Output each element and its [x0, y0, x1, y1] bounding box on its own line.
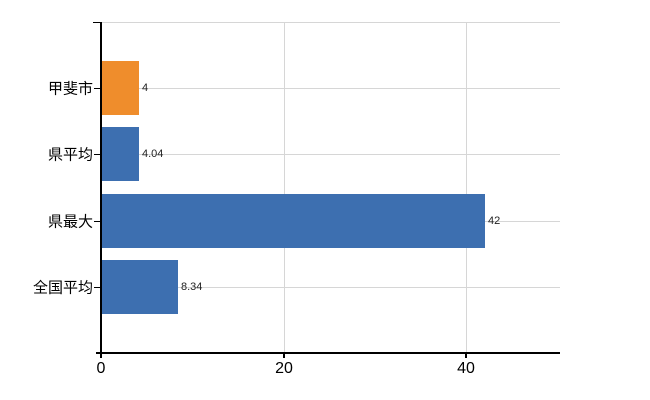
bar-value-label: 4.04 [142, 148, 164, 160]
bar-value-label: 42 [488, 215, 501, 227]
x-axis-tick [465, 353, 467, 358]
y-axis-tick [94, 154, 101, 155]
bar [102, 61, 139, 115]
bar [102, 127, 139, 181]
category-label: 甲斐市 [47, 80, 93, 98]
x-tick-label: 40 [457, 360, 475, 377]
x-tick-label: 20 [275, 360, 293, 377]
bar [102, 194, 485, 248]
x-gridline [466, 22, 467, 353]
bar [102, 260, 178, 314]
x-tick-label: 0 [96, 360, 106, 377]
bar-value-label: 8.34 [181, 281, 203, 293]
y-axis-top-tick [93, 22, 101, 23]
y-axis-line [100, 22, 102, 353]
y-axis-tick [94, 221, 101, 222]
y-axis-tick [94, 88, 101, 89]
bar-value-label: 4 [142, 82, 149, 94]
plot-top-border [101, 22, 560, 23]
category-gridline [101, 88, 560, 89]
category-gridline [101, 287, 560, 288]
x-gridline [284, 22, 285, 353]
category-label: 県平均 [47, 146, 93, 164]
category-label: 全国平均 [32, 279, 93, 297]
x-axis-tick [100, 353, 102, 358]
x-axis-line [96, 352, 560, 354]
category-label: 県最大 [47, 213, 93, 231]
y-axis-tick [94, 287, 101, 288]
x-axis-tick [283, 353, 285, 358]
category-gridline [101, 154, 560, 155]
